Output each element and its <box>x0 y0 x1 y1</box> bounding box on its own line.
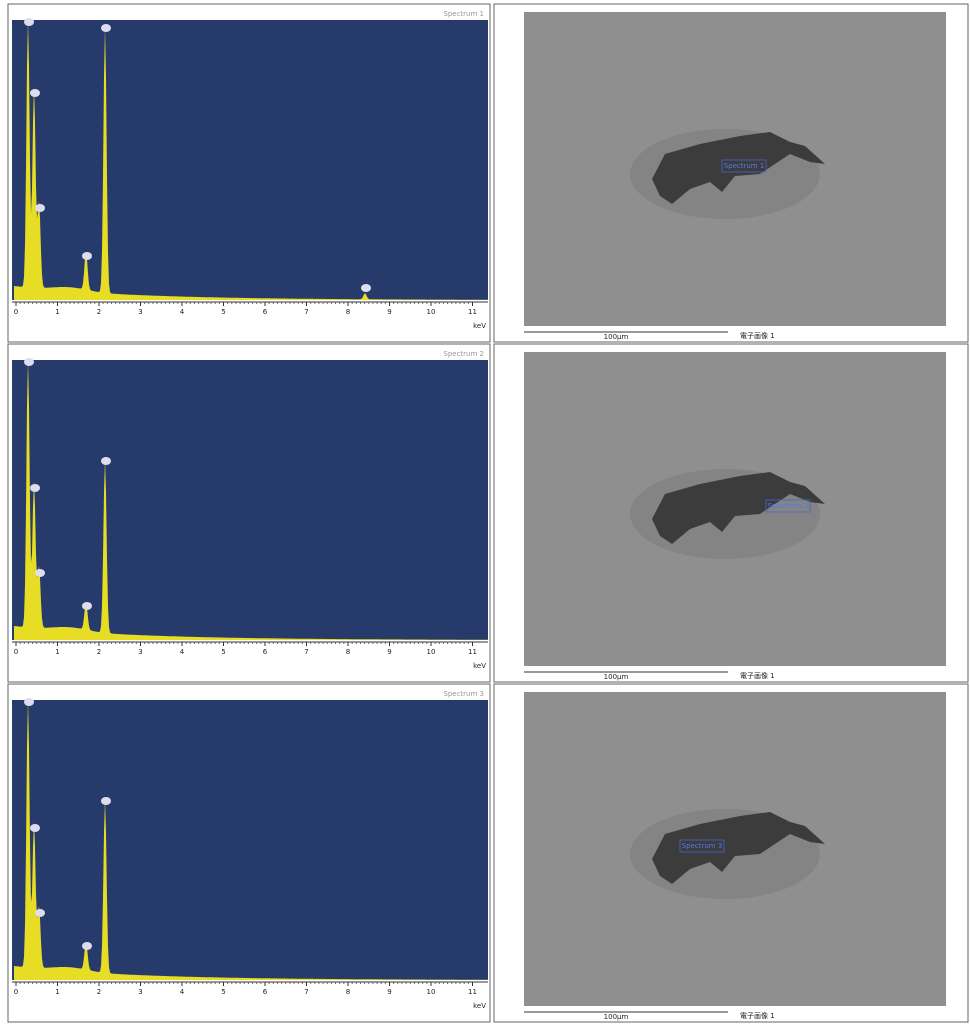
x-tick-label: 2 <box>97 988 101 996</box>
x-tick-label: 7 <box>304 308 308 316</box>
x-tick-label: 10 <box>427 988 436 996</box>
x-tick-label: 4 <box>180 648 185 656</box>
x-tick-label: 3 <box>138 308 142 316</box>
peak-marker <box>30 89 40 97</box>
spot-label: Spectrum 2 <box>768 502 809 510</box>
x-tick-label: 1 <box>55 648 59 656</box>
x-tick-label: 5 <box>221 308 225 316</box>
image-caption: 電子画像 1 <box>740 671 775 680</box>
x-tick-label: 0 <box>14 308 18 316</box>
x-tick-label: 6 <box>263 988 268 996</box>
peak-marker <box>24 358 34 366</box>
x-tick-label: 7 <box>304 988 308 996</box>
spot-box <box>679 839 725 853</box>
scale-label: 100µm <box>604 673 629 681</box>
spectrum-label: Spectrum 3 <box>443 690 484 698</box>
spectrum-area <box>12 360 488 640</box>
x-tick-label: 6 <box>263 648 268 656</box>
x-tick-label: 5 <box>221 988 225 996</box>
x-tick-label: 10 <box>427 648 436 656</box>
x-unit: keV <box>473 662 486 670</box>
x-unit: keV <box>473 322 486 330</box>
spectrum-label: Spectrum 1 <box>443 10 484 18</box>
spectrum-label: Spectrum 2 <box>443 350 484 358</box>
x-tick-label: 2 <box>97 308 101 316</box>
peak-marker <box>24 698 34 706</box>
x-tick-label: 8 <box>346 648 350 656</box>
peak-marker <box>101 457 111 465</box>
image-caption: 電子画像 1 <box>740 331 775 340</box>
x-tick-label: 1 <box>55 988 59 996</box>
x-tick-label: 9 <box>387 308 391 316</box>
peak-marker <box>35 909 45 917</box>
particle <box>652 132 825 204</box>
x-tick-label: 4 <box>180 308 185 316</box>
x-tick-label: 3 <box>138 988 142 996</box>
peak-marker <box>35 204 45 212</box>
peak-marker <box>101 24 111 32</box>
x-tick-label: 0 <box>14 648 18 656</box>
x-tick-label: 2 <box>97 648 101 656</box>
peak-marker <box>361 284 371 292</box>
peak-marker <box>82 602 92 610</box>
x-tick-label: 11 <box>468 648 477 656</box>
peak-marker <box>101 797 111 805</box>
peak-marker <box>24 18 34 26</box>
x-tick-label: 7 <box>304 648 308 656</box>
image-caption: 電子画像 1 <box>740 1011 775 1020</box>
particle <box>652 472 825 544</box>
peak-marker <box>35 569 45 577</box>
x-tick-label: 8 <box>346 988 350 996</box>
spectrum-area <box>12 700 488 980</box>
x-tick-label: 0 <box>14 988 18 996</box>
peak-marker <box>82 942 92 950</box>
x-unit: keV <box>473 1002 486 1010</box>
x-tick-label: 4 <box>180 988 185 996</box>
x-tick-label: 3 <box>138 648 142 656</box>
x-tick-label: 6 <box>263 308 268 316</box>
spot-label: Spectrum 3 <box>682 842 723 850</box>
particle <box>652 812 825 884</box>
x-tick-label: 11 <box>468 308 477 316</box>
spot-label: Spectrum 1 <box>724 162 765 170</box>
spectrum-area <box>12 20 488 300</box>
x-tick-label: 9 <box>387 988 391 996</box>
peak-marker <box>30 824 40 832</box>
scale-label: 100µm <box>604 333 629 341</box>
spot-box <box>721 159 767 173</box>
x-tick-label: 11 <box>468 988 477 996</box>
x-tick-label: 5 <box>221 648 225 656</box>
scale-label: 100µm <box>604 1013 629 1021</box>
peak-marker <box>30 484 40 492</box>
x-tick-label: 9 <box>387 648 391 656</box>
x-tick-label: 1 <box>55 308 59 316</box>
x-tick-label: 10 <box>427 308 436 316</box>
x-tick-label: 8 <box>346 308 350 316</box>
spot-box <box>765 499 811 513</box>
peak-marker <box>82 252 92 260</box>
